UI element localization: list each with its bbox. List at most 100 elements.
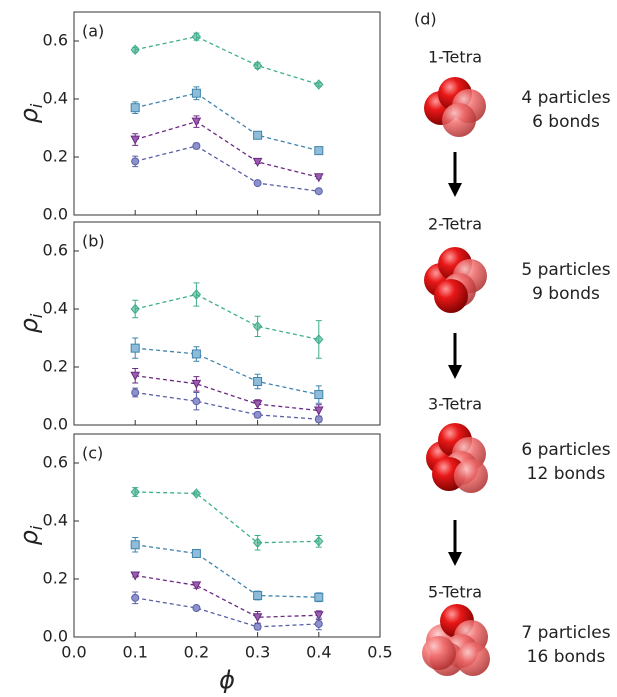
particle-cluster: [422, 604, 490, 676]
y-tick-label: 0.6: [43, 31, 68, 50]
particle: [442, 103, 476, 137]
marker: [252, 537, 263, 549]
marker: [131, 388, 140, 397]
particle-cluster: [424, 77, 486, 137]
marker: [314, 334, 324, 345]
marker: [313, 173, 324, 183]
y-tick-label: 0.4: [43, 511, 68, 530]
series-line: [135, 375, 319, 412]
y-axis-label: ρi: [15, 313, 46, 333]
marker: [130, 486, 140, 498]
marker: [191, 379, 202, 389]
x-axis-label: ϕ: [219, 666, 235, 694]
stage-bonds: 16 bonds: [527, 647, 606, 667]
panel-label: (c): [82, 444, 103, 463]
marker: [130, 540, 140, 550]
marker: [130, 343, 140, 353]
particle-cluster: [424, 247, 487, 313]
marker: [191, 289, 202, 300]
x-tick-label: 0.1: [122, 643, 147, 662]
x-tick-label: 0.5: [367, 643, 392, 662]
marker: [252, 613, 263, 623]
particle: [422, 636, 456, 670]
series-line: [135, 120, 319, 178]
stage-name: 2-Tetra: [428, 215, 482, 234]
marker: [191, 548, 201, 558]
series-line: [135, 145, 319, 192]
axes-frame: [73, 221, 381, 426]
marker: [314, 592, 324, 602]
y-tick-label: 0.2: [43, 569, 68, 588]
y-tick-label: 0.0: [43, 415, 68, 434]
marker: [253, 591, 263, 601]
marker: [191, 31, 202, 42]
y-tick-label: 0.2: [43, 147, 68, 166]
series-line: [135, 391, 319, 420]
axes-frame: [73, 11, 381, 216]
marker: [130, 571, 141, 581]
y-label-symbol: ρ: [15, 318, 43, 333]
marker: [314, 390, 324, 400]
y-tick-label: 0.2: [43, 357, 68, 376]
y-label-subscript: i: [27, 525, 46, 530]
marker: [253, 179, 262, 188]
y-label-symbol: ρ: [15, 108, 43, 123]
stage-name: 5-Tetra: [428, 583, 482, 602]
stage-particles: 4 particles: [521, 88, 610, 108]
marker: [130, 103, 140, 113]
marker: [314, 415, 323, 424]
y-tick-label: 0.0: [43, 205, 68, 224]
marker: [191, 488, 202, 499]
marker: [191, 349, 201, 359]
marker: [192, 397, 201, 406]
marker: [314, 619, 323, 628]
marker: [191, 581, 202, 591]
y-axis-label: ρi: [15, 103, 46, 123]
x-tick-label: 0.4: [306, 643, 331, 662]
arrows: [448, 152, 462, 566]
y-tick-label: 0.0: [43, 627, 68, 646]
marker: [253, 130, 263, 140]
axes-frame: [73, 433, 381, 638]
marker: [253, 377, 263, 386]
stage-particles: 6 particles: [521, 440, 610, 460]
series-line: [135, 574, 319, 618]
marker: [313, 406, 324, 416]
particle: [456, 642, 490, 676]
y-tick-label: 0.4: [43, 299, 68, 318]
marker: [313, 611, 324, 621]
y-tick-label: 0.6: [43, 241, 68, 260]
stage-bonds: 6 bonds: [532, 112, 600, 132]
marker: [191, 88, 201, 98]
y-axis-label: ρi: [15, 525, 46, 545]
series-line: [135, 544, 319, 598]
marker: [252, 157, 263, 167]
marker: [252, 60, 263, 71]
panel-label: (a): [82, 22, 104, 41]
marker: [130, 303, 140, 315]
y-label-subscript: i: [27, 313, 46, 318]
series-line: [135, 597, 319, 628]
marker: [314, 146, 324, 156]
particle: [434, 279, 468, 313]
marker: [131, 157, 140, 166]
particle-cluster: [426, 423, 488, 493]
particle: [454, 459, 488, 493]
x-tick-label: 0.0: [61, 643, 86, 662]
marker: [130, 135, 141, 145]
stage-name: 3-Tetra: [428, 395, 482, 414]
series-line: [135, 92, 319, 152]
marker: [253, 410, 262, 419]
series-line: [135, 491, 319, 544]
x-tick-label: 0.3: [245, 643, 270, 662]
marker: [131, 593, 140, 602]
marker: [191, 117, 202, 127]
y-label-symbol: ρ: [15, 530, 43, 545]
marker: [314, 187, 323, 196]
stage-bonds: 12 bonds: [527, 464, 606, 484]
series-line: [135, 35, 319, 86]
y-tick-label: 0.6: [43, 453, 68, 472]
marker: [130, 371, 141, 381]
stage-name: 1-Tetra: [428, 48, 482, 67]
